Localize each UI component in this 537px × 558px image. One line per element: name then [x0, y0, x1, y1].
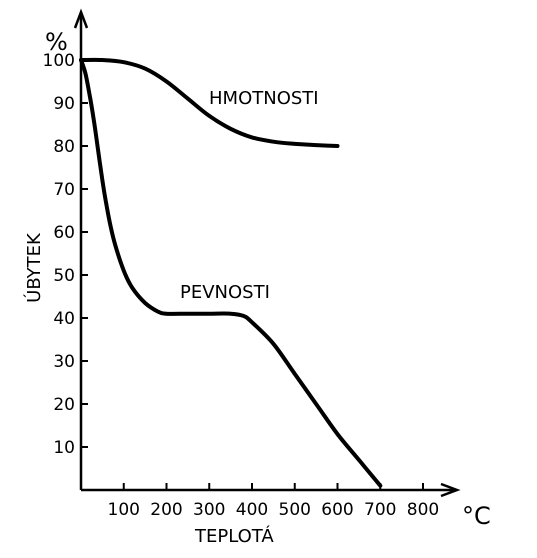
- series-label-hmotnosti: HMOTNOSTI: [209, 88, 319, 109]
- y-tick-label: 10: [53, 438, 75, 458]
- x-tick-label: 200: [150, 500, 182, 520]
- y-tick-label: 30: [53, 352, 75, 372]
- x-axis-title: TEPLOTÁ: [194, 525, 274, 547]
- series-line-pevnosti: [79, 58, 383, 488]
- y-tick-label: 60: [53, 223, 75, 243]
- x-tick-label: 400: [236, 500, 268, 520]
- y-tick-label: 70: [53, 180, 75, 200]
- y-tick-label: 40: [53, 309, 75, 329]
- x-tick-label: 100: [108, 500, 140, 520]
- series-label-pevnosti: PEVNOSTI: [180, 282, 270, 303]
- axes: [73, 8, 461, 498]
- y-tick-label: 50: [53, 266, 75, 286]
- curves: [79, 57, 383, 488]
- x-tick-label: 600: [321, 500, 353, 520]
- x-tick-label: 500: [279, 500, 311, 520]
- x-tick-label: 800: [407, 500, 439, 520]
- labels: % °C TEPLOTÁ ÚBYTEK HMOTNOSTI PEVNOSTI: [23, 28, 491, 547]
- x-ticks: 100 200 300 400 500 600 700 800: [108, 483, 439, 520]
- y-tick-label: 20: [53, 395, 75, 415]
- series-line-hmotnosti: [79, 57, 340, 148]
- y-tick-label: 90: [53, 94, 75, 114]
- x-tick-label: 700: [364, 500, 396, 520]
- y-axis-title: ÚBYTEK: [23, 232, 45, 303]
- y-tick-label: 80: [53, 137, 75, 157]
- y-tick-label: 100: [43, 51, 75, 71]
- x-axis-arrowhead: [440, 482, 461, 498]
- y-ticks: 10 20 30 40 50 60 70 80 90 100: [43, 51, 88, 458]
- y-axis-arrowhead: [73, 8, 89, 29]
- x-unit-label: °C: [462, 502, 491, 530]
- x-tick-label: 300: [193, 500, 225, 520]
- y-unit-label: %: [45, 28, 68, 56]
